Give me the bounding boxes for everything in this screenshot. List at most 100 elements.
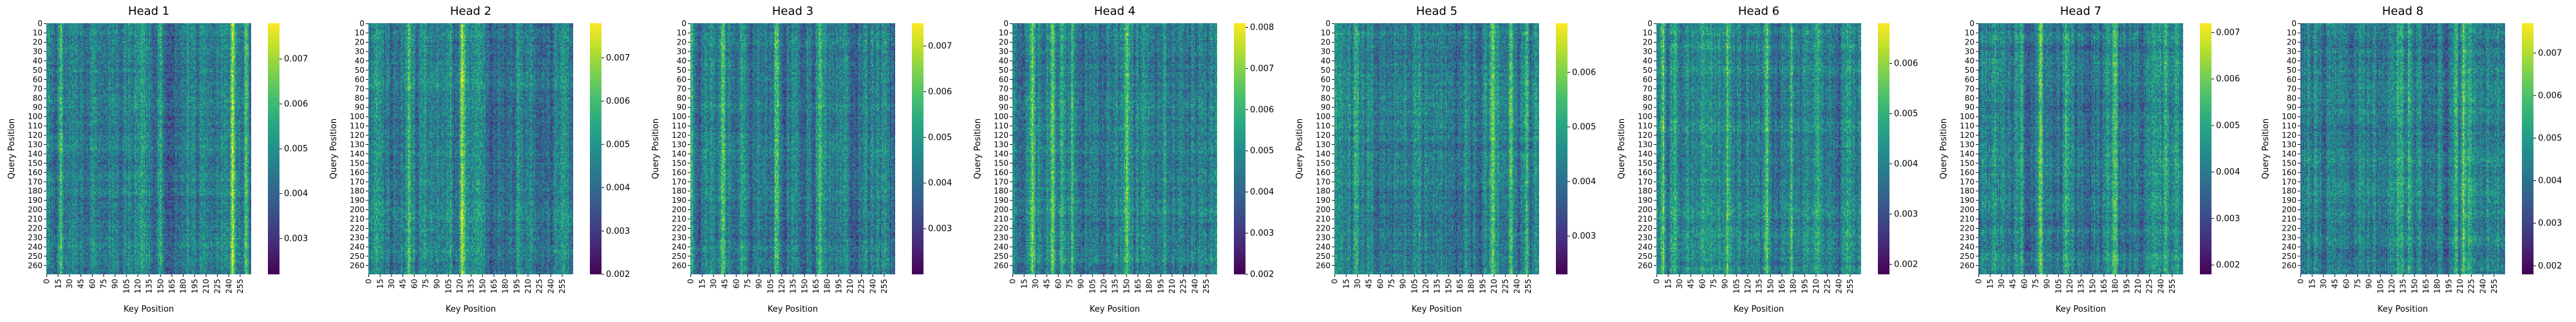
x-tick-label: 0 (1331, 279, 1340, 284)
x-tick-label: 30 (387, 279, 396, 289)
colorbar-tick-label: 0.007 (606, 53, 630, 63)
y-tick-label: 260 (1960, 261, 1975, 270)
x-axis-label: Key Position (768, 305, 818, 314)
y-tick-label: 90 (355, 103, 365, 112)
x-axis-label: Key Position (1412, 305, 1462, 314)
y-tick-label: 190 (2282, 196, 2297, 205)
x-tick-label: 30 (65, 279, 74, 289)
x-tick-label: 165 (167, 279, 176, 294)
x-tick-label: 15 (697, 279, 706, 289)
x-tick-label: 15 (1985, 279, 1994, 289)
x-tick-label: 180 (1789, 279, 1798, 294)
y-tick-label: 20 (999, 38, 1009, 47)
y-tick-label: 60 (1965, 75, 1975, 84)
colorbar (268, 23, 279, 274)
x-tick-label: 45 (1043, 279, 1052, 289)
x-tick-label: 120 (1421, 279, 1430, 294)
y-tick-label: 170 (2282, 177, 2297, 186)
x-tick-label: 90 (1077, 279, 1086, 289)
x-tick-label: 195 (190, 279, 199, 294)
x-tick-label: 225 (857, 279, 866, 294)
y-tick-label: 40 (1965, 57, 1975, 66)
colorbar-tick-label: 0.004 (928, 178, 952, 188)
x-tick-label: 105 (766, 279, 775, 294)
y-axis-label: Query Position (1295, 118, 1305, 179)
y-tick-label: 190 (672, 196, 687, 205)
y-tick-label: 30 (999, 47, 1009, 56)
heatmap-panel-2: Head 20 15 30 45 60 75 90 105 120 135 150 165 180 195… (329, 5, 630, 314)
x-tick-label: 240 (2156, 279, 2165, 294)
y-tick-label: 60 (355, 75, 365, 84)
y-tick-label: 200 (2282, 205, 2297, 214)
panel-title: Head 4 (1094, 5, 1135, 18)
y-tick-label: 50 (1965, 66, 1975, 75)
y-tick-label: 250 (1960, 252, 1975, 261)
x-tick-label: 240 (1190, 279, 1199, 294)
y-tick-label: 260 (672, 261, 687, 270)
y-tick-label: 200 (994, 205, 1009, 214)
y-tick-label: 210 (28, 214, 43, 223)
colorbar-tick-label: 0.006 (928, 87, 952, 97)
y-axis-label: Query Position (973, 118, 983, 179)
x-tick-label: 150 (1766, 279, 1775, 294)
x-tick-label: 225 (2467, 279, 2476, 294)
y-tick-label: 230 (2282, 233, 2297, 242)
x-tick-label: 60 (1376, 279, 1385, 289)
colorbar-tick-label: 0.005 (606, 140, 630, 149)
x-tick-label: 210 (524, 279, 533, 294)
y-tick-label: 200 (28, 205, 43, 214)
x-tick-label: 90 (2365, 279, 2374, 289)
x-tick-label: 120 (2065, 279, 2074, 294)
x-tick-label: 60 (1054, 279, 1063, 289)
y-tick-label: 100 (672, 112, 687, 121)
x-tick-label: 15 (2307, 279, 2316, 289)
y-tick-label: 190 (1638, 196, 1653, 205)
x-tick-label: 0 (687, 279, 696, 284)
y-tick-label: 110 (1638, 122, 1653, 131)
y-tick-label: 70 (33, 84, 43, 93)
y-tick-label: 170 (1960, 177, 1975, 186)
y-tick-label: 50 (2287, 66, 2297, 75)
heatmap-image (1978, 23, 2183, 274)
y-tick-label: 190 (350, 196, 365, 205)
y-axis-label: Query Position (1617, 118, 1627, 179)
x-tick-label: 180 (1467, 279, 1476, 294)
x-tick-label: 15 (375, 279, 384, 289)
x-axis-label: Key Position (1090, 305, 1140, 314)
x-tick-label: 30 (2319, 279, 2328, 289)
y-tick-label: 160 (1960, 168, 1975, 177)
x-tick-label: 150 (1444, 279, 1453, 294)
y-tick-label: 20 (1321, 38, 1331, 47)
x-tick-label: 240 (1512, 279, 1521, 294)
y-tick-label: 110 (672, 122, 687, 131)
y-tick-label: 160 (994, 168, 1009, 177)
colorbar-tick-label: 0.006 (606, 97, 630, 106)
x-tick-label: 150 (478, 279, 487, 294)
x-tick-label: 90 (111, 279, 120, 289)
y-tick-label: 200 (1638, 205, 1653, 214)
y-tick-label: 140 (1316, 149, 1331, 158)
x-tick-label: 30 (1353, 279, 1362, 289)
y-tick-label: 130 (1638, 140, 1653, 149)
y-tick-label: 230 (1638, 233, 1653, 242)
y-tick-label: 0 (681, 19, 687, 28)
y-tick-label: 140 (672, 149, 687, 158)
y-tick-label: 60 (33, 75, 43, 84)
heatmap-image (690, 23, 895, 274)
y-axis-label: Query Position (329, 118, 339, 179)
heatmap-panel-1: Head 10 15 30 45 60 75 90 105 120 135 150 165 180 195… (7, 5, 308, 314)
y-tick-label: 70 (999, 84, 1009, 93)
x-tick-label: 105 (444, 279, 453, 294)
x-tick-label: 165 (811, 279, 820, 294)
colorbar-tick-label: 0.002 (1894, 260, 1918, 269)
panel-title: Head 6 (1738, 5, 1779, 18)
y-tick-label: 40 (355, 57, 365, 66)
y-tick-label: 260 (28, 261, 43, 270)
x-tick-label: 195 (1156, 279, 1165, 294)
colorbar (1878, 23, 1889, 274)
y-tick-label: 220 (2282, 224, 2297, 233)
x-tick-label: 180 (2433, 279, 2442, 294)
x-tick-label: 90 (2043, 279, 2052, 289)
y-tick-label: 170 (1638, 177, 1653, 186)
